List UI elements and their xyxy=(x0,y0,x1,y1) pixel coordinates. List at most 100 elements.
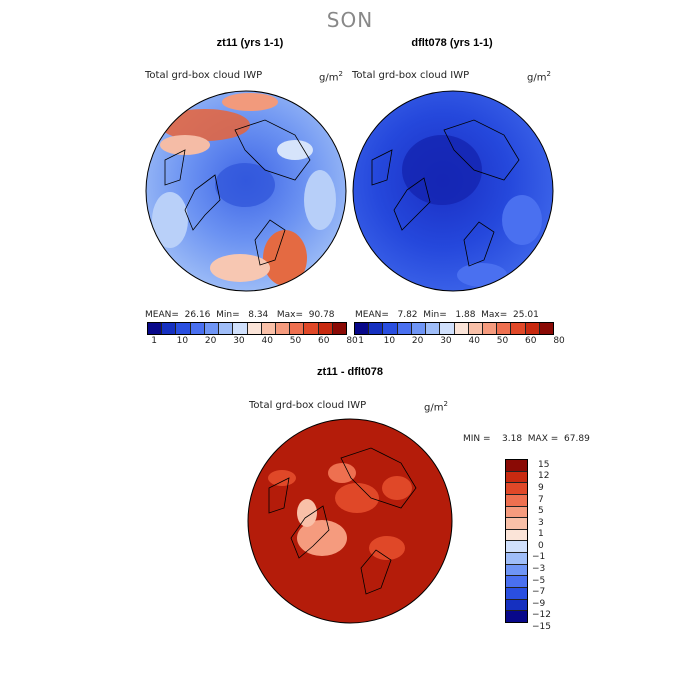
panel1-min: 8.34 xyxy=(248,310,269,320)
panel2-min: 1.88 xyxy=(455,310,476,320)
colorbar-tick-label: 1 xyxy=(358,336,364,346)
panel1-mean: 26.16 xyxy=(184,310,211,320)
colorbar-swatch xyxy=(275,323,291,334)
panel3-title: zt11 - dflt078 xyxy=(316,366,384,378)
panel1-stats: MEAN= 26.16 Min= 8.34 Max= 90.78 xyxy=(145,310,335,320)
panel2-mean: 7.82 xyxy=(397,310,418,320)
colorbar-swatch xyxy=(247,323,262,334)
colorbar-swatch xyxy=(233,323,248,334)
panel1-max: 90.78 xyxy=(308,310,335,320)
panel1-units: g/m2 xyxy=(319,70,343,84)
colorbar-tick-label: 40 xyxy=(261,336,273,346)
colorbar-swatch xyxy=(426,323,441,334)
colorbar-tick-label: 5 xyxy=(538,506,544,517)
panel2-units: g/m2 xyxy=(527,70,551,84)
colorbar-tick-label: −12 xyxy=(532,610,551,621)
colorbar-tick-label: 20 xyxy=(411,336,424,346)
colorbar-swatch xyxy=(440,323,455,334)
colorbar-tick-label: 10 xyxy=(176,336,189,346)
colorbar-swatch xyxy=(506,529,527,542)
colorbar-swatch xyxy=(506,506,527,519)
colorbar-swatch xyxy=(482,323,498,334)
colorbar-swatch xyxy=(506,599,527,612)
panel2-polar-map xyxy=(352,90,554,292)
panel3-min: 3.18 xyxy=(502,434,523,444)
colorbar-swatch xyxy=(369,323,384,334)
colorbar-swatch xyxy=(468,323,483,334)
colorbar-swatch xyxy=(318,323,333,334)
colorbar-tick-label: 50 xyxy=(289,336,302,346)
colorbar-tick-label: 7 xyxy=(538,494,544,505)
panel3-variable: Total grd-box cloud IWP xyxy=(249,400,367,411)
colorbar-swatch xyxy=(383,323,398,334)
colorbar-swatch xyxy=(204,323,220,334)
colorbar-tick-label: 80 xyxy=(346,336,358,346)
colorbar-swatch xyxy=(148,323,163,334)
colorbar-tick-label: 30 xyxy=(233,336,245,346)
colorbar-tick-label: 20 xyxy=(204,336,217,346)
panel2-stats: MEAN= 7.82 Min= 1.88 Max= 25.01 xyxy=(355,310,539,320)
colorbar-swatch xyxy=(261,323,276,334)
colorbar-tick-label: −1 xyxy=(532,552,546,563)
colorbar-tick-label: −7 xyxy=(532,587,546,598)
colorbar-swatch xyxy=(162,323,177,334)
colorbar-swatch xyxy=(506,576,527,589)
colorbar-swatch xyxy=(454,323,469,334)
colorbar-tick-label: 10 xyxy=(383,336,396,346)
panel2-title: dflt078 (yrs 1-1) xyxy=(411,37,493,49)
colorbar-tick-label: 12 xyxy=(538,471,550,482)
panel2-variable: Total grd-box cloud IWP xyxy=(352,70,470,81)
colorbar-swatch xyxy=(397,323,412,334)
colorbar-swatch xyxy=(506,588,527,600)
colorbar-swatch xyxy=(525,323,540,334)
colorbar-tick-label: 40 xyxy=(468,336,480,346)
panel2-max: 25.01 xyxy=(513,310,539,320)
colorbar-panel1-labels: 1 10 20 30 40 50 60 80 xyxy=(147,336,358,348)
colorbar-swatch xyxy=(506,564,527,577)
colorbar-swatch xyxy=(506,553,527,565)
colorbar-tick-label: 1 xyxy=(151,336,157,346)
colorbar-panel2-labels: 1 10 20 30 40 50 60 80 xyxy=(354,336,565,348)
colorbar-tick-label: −3 xyxy=(532,563,546,574)
colorbar-tick-label: 0 xyxy=(538,540,544,551)
colorbar-swatch xyxy=(332,323,347,334)
season-title: SON xyxy=(326,8,374,32)
colorbar-diff-labels: 15 12 9 7 5 3 1 0 −1 −3 −5 −7 −9 −12 −15 xyxy=(532,459,572,632)
colorbar-swatch xyxy=(506,494,527,507)
colorbar-tick-label: 15 xyxy=(538,459,550,470)
colorbar-tick-label: 3 xyxy=(538,517,544,528)
colorbar-swatch xyxy=(304,323,319,334)
panel3-units: g/m2 xyxy=(424,400,448,414)
colorbar-swatch xyxy=(497,323,512,334)
colorbar-panel2 xyxy=(354,322,554,335)
colorbar-tick-label: 1 xyxy=(538,529,544,540)
colorbar-swatch xyxy=(506,541,527,554)
colorbar-tick-label: 60 xyxy=(318,336,330,346)
colorbar-tick-label: 50 xyxy=(496,336,509,346)
colorbar-swatch xyxy=(411,323,427,334)
colorbar-swatch xyxy=(355,323,370,334)
colorbar-swatch xyxy=(290,323,305,334)
panel3-max: 67.89 xyxy=(564,434,590,444)
colorbar-swatch xyxy=(506,518,527,530)
colorbar-tick-label: 30 xyxy=(440,336,452,346)
colorbar-swatch xyxy=(506,460,527,472)
panel1-title: zt11 (yrs 1-1) xyxy=(216,37,284,49)
colorbar-swatch xyxy=(190,323,205,334)
colorbar-tick-label: −15 xyxy=(532,621,551,632)
colorbar-swatch xyxy=(506,471,527,484)
panel3-stats: MIN = 3.18 MAX = 67.89 xyxy=(463,434,590,444)
colorbar-tick-label: 9 xyxy=(538,482,544,493)
panel1-polar-map xyxy=(145,90,347,292)
colorbar-tick-label: 60 xyxy=(525,336,537,346)
colorbar-tick-label: −5 xyxy=(532,575,546,586)
colorbar-tick-label: 80 xyxy=(553,336,565,346)
colorbar-swatch xyxy=(506,611,527,622)
panel3-polar-map xyxy=(247,418,453,624)
colorbar-tick-label: −9 xyxy=(532,598,546,609)
colorbar-swatch xyxy=(176,323,191,334)
colorbar-panel1 xyxy=(147,322,347,335)
colorbar-swatch xyxy=(219,323,234,334)
panel1-variable: Total grd-box cloud IWP xyxy=(145,70,263,81)
colorbar-diff xyxy=(505,459,528,623)
